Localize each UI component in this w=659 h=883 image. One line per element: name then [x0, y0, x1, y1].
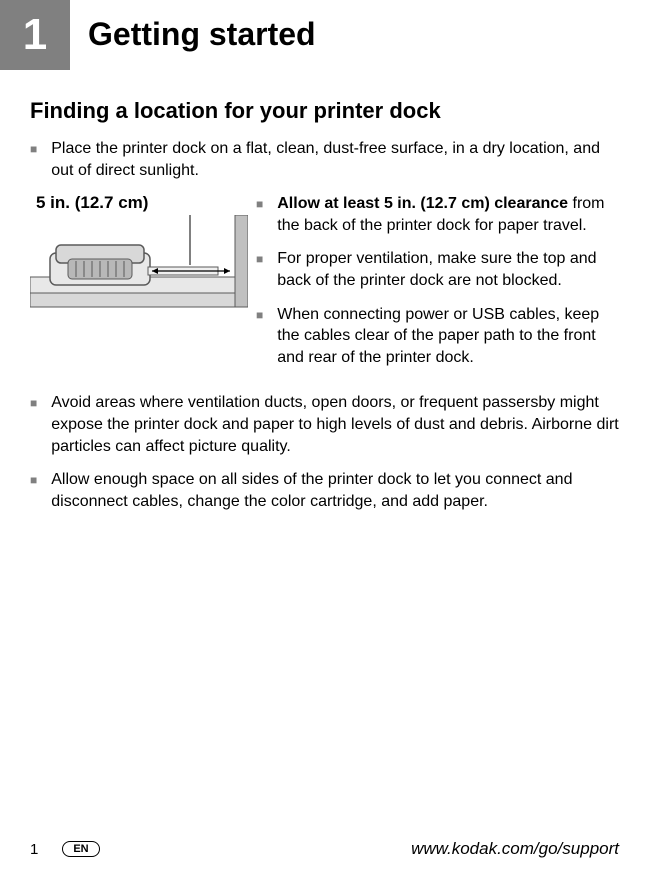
chapter-number-badge: 1: [0, 0, 70, 70]
page-number: 1: [30, 841, 38, 858]
list-item: ■ Avoid areas where ventilation ducts, o…: [30, 392, 619, 457]
list-item-text: For proper ventilation, make sure the to…: [277, 248, 619, 291]
chapter-title: Getting started: [70, 0, 316, 53]
list-item: ■ Allow at least 5 in. (12.7 cm) clearan…: [256, 193, 619, 236]
section-heading: Finding a location for your printer dock: [30, 98, 619, 124]
printer-dock-illustration: [30, 215, 248, 310]
list-item-text: Avoid areas where ventilation ducts, ope…: [51, 392, 619, 457]
figure-label: 5 in. (12.7 cm): [30, 193, 248, 213]
bullet-icon: ■: [256, 251, 263, 291]
list-item: ■ Place the printer dock on a flat, clea…: [30, 138, 619, 181]
bullet-icon: ■: [256, 196, 263, 236]
bullet-icon: ■: [256, 307, 263, 369]
figure-row: 5 in. (12.7 cm): [30, 193, 619, 380]
list-item-text: Allow at least 5 in. (12.7 cm) clearance…: [277, 193, 619, 236]
bullet-list-right: ■ Allow at least 5 in. (12.7 cm) clearan…: [256, 193, 619, 380]
footer-left: 1 EN: [30, 841, 100, 858]
bullet-list-top: ■ Place the printer dock on a flat, clea…: [30, 138, 619, 181]
bullet-icon: ■: [30, 472, 37, 512]
list-item-text: Place the printer dock on a flat, clean,…: [51, 138, 619, 181]
content-area: Finding a location for your printer dock…: [0, 70, 659, 512]
page-footer: 1 EN www.kodak.com/go/support: [0, 839, 659, 859]
list-item: ■ For proper ventilation, make sure the …: [256, 248, 619, 291]
bullet-icon: ■: [30, 141, 37, 181]
bullet-icon: ■: [30, 395, 37, 457]
language-badge: EN: [62, 841, 99, 857]
figure-box: 5 in. (12.7 cm): [30, 193, 248, 315]
list-item: ■ Allow enough space on all sides of the…: [30, 469, 619, 512]
list-item-text: Allow enough space on all sides of the p…: [51, 469, 619, 512]
list-item: ■ When connecting power or USB cables, k…: [256, 304, 619, 369]
list-item-text: When connecting power or USB cables, kee…: [277, 304, 619, 369]
support-url: www.kodak.com/go/support: [411, 839, 619, 859]
chapter-header: 1 Getting started: [0, 0, 659, 70]
bullet-list-bottom: ■ Avoid areas where ventilation ducts, o…: [30, 392, 619, 512]
